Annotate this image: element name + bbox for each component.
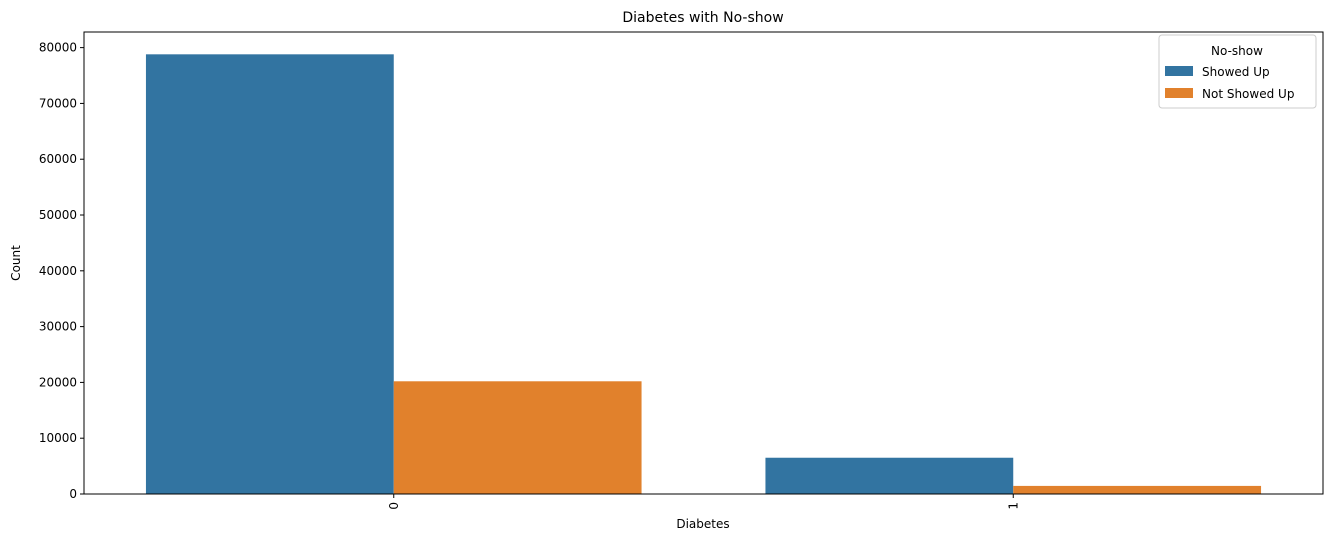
legend-label-showed-up: Showed Up (1202, 65, 1270, 79)
x-tick-label: 1 (1006, 502, 1020, 510)
chart-title: Diabetes with No-show (622, 10, 783, 26)
bar-showed-up-1 (765, 457, 1014, 494)
y-tick-label: 40000 (39, 264, 77, 278)
legend-swatch-not-showed-up (1165, 88, 1193, 98)
y-tick-label: 10000 (39, 431, 77, 445)
y-tick-label: 80000 (39, 41, 77, 55)
plot-area (83, 31, 1324, 495)
y-axis-label: Count (9, 245, 23, 281)
y-tick-label: 20000 (39, 375, 77, 389)
x-axis-label: Diabetes (676, 517, 729, 531)
legend-frame (1158, 34, 1317, 109)
y-tick-label: 50000 (39, 208, 77, 222)
bar-showed-up-0 (145, 54, 394, 494)
y-tick-label: 0 (69, 487, 77, 501)
bar-not-showed-up-1 (1013, 485, 1262, 494)
plot-frame (83, 31, 1324, 495)
legend-swatch-showed-up (1165, 66, 1193, 76)
bar-not-showed-up-0 (393, 381, 642, 494)
legend-title: No-show (1211, 44, 1263, 58)
y-axis: 0 10000 20000 30000 40000 50000 60000 70000 8000… (39, 41, 84, 501)
x-tick-label: 0 (387, 502, 401, 510)
legend: No-show Showed Up Not Showed Up (1158, 34, 1317, 109)
y-tick-label: 30000 (39, 320, 77, 334)
y-tick-label: 60000 (39, 152, 77, 166)
y-tick-label: 70000 (39, 96, 77, 110)
legend-label-not-showed-up: Not Showed Up (1202, 87, 1294, 101)
